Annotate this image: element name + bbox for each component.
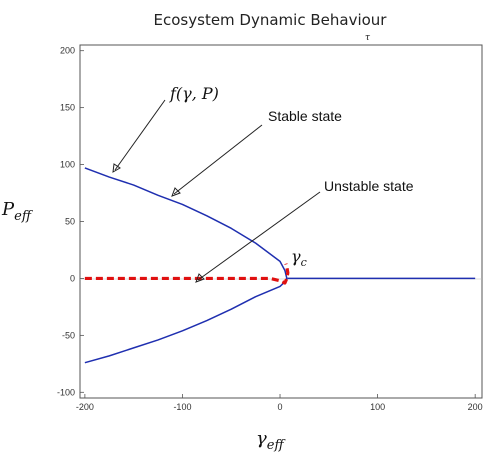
y-tick-label: 100	[60, 160, 75, 170]
annotation-gamma-c: γc	[291, 247, 307, 269]
annotation-arrow-stable	[173, 124, 263, 195]
annotation-arrowhead-f	[112, 163, 121, 173]
x-tick-label: 200	[468, 402, 483, 412]
annotation-arrowhead-unstable	[195, 273, 205, 283]
x-tick-label: -200	[76, 402, 94, 412]
series-line-1	[84, 278, 288, 364]
y-tick-label: 150	[60, 103, 75, 113]
y-tick-label: 200	[60, 46, 75, 56]
y-tick-label: 50	[65, 217, 75, 227]
annotation-stable-state: Stable state	[268, 108, 342, 124]
y-tick-label: 0	[70, 273, 75, 283]
annotation-unstable-state: Unstable state	[324, 178, 414, 194]
series-line-3	[84, 263, 290, 285]
y-axis-label: Peff	[1, 199, 34, 224]
y-tick-label: -50	[62, 330, 75, 340]
x-tick-label: -100	[173, 402, 191, 412]
x-tick-label: 100	[370, 402, 385, 412]
annotation-arrow-unstable	[197, 191, 321, 281]
y-tick-label: -100	[57, 387, 75, 397]
annotation-f-gamma-p: f(γ, P)	[169, 84, 219, 103]
annotations-layer: f(γ, P) Stable state Unstable state γc	[112, 84, 414, 283]
annotation-arrowhead-stable	[171, 187, 181, 197]
annotation-arrow-f	[114, 99, 166, 171]
series-layer	[84, 167, 476, 364]
x-axis-label: γeff	[256, 428, 286, 453]
chart-title: Ecosystem Dynamic Behaviour	[154, 11, 388, 29]
series-line-0	[84, 167, 288, 280]
top-tau-mark: τ	[365, 33, 371, 43]
x-tick-label: 0	[278, 402, 283, 412]
